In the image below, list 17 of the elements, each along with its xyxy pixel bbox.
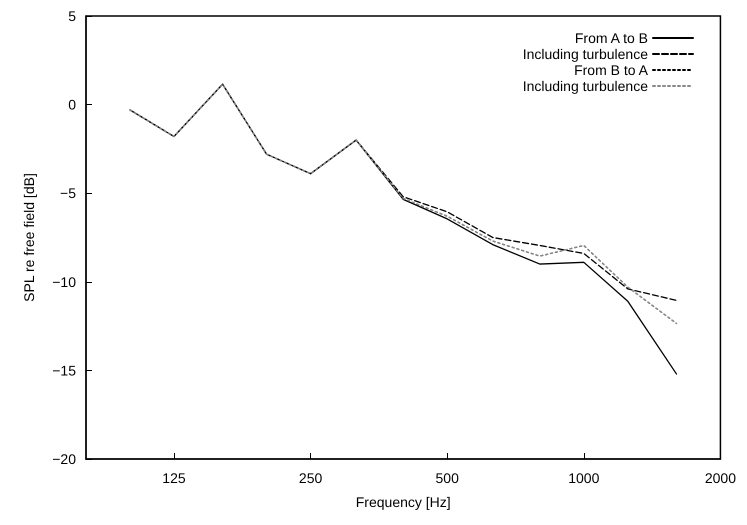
legend-label: From B to A [574, 62, 649, 78]
y-tick-label: −15 [52, 362, 76, 378]
y-tick-label: 5 [68, 8, 76, 24]
x-tick-label: 2000 [704, 470, 736, 486]
x-tick-label: 500 [436, 470, 460, 486]
y-tick-label: −5 [60, 185, 76, 202]
x-axis-title: Frequency [Hz] [356, 494, 451, 510]
y-tick-label: 0 [68, 96, 76, 113]
legend-label: Including turbulence [522, 46, 648, 62]
y-tick-label: −10 [52, 274, 76, 290]
x-tick-label: 1000 [568, 470, 600, 486]
x-tick-label: 250 [298, 470, 322, 486]
x-tick-label: 125 [162, 470, 186, 486]
y-axis-title: SPL re free field [dB] [21, 173, 37, 302]
legend-label: From A to B [574, 30, 648, 46]
y-tick-label: −20 [52, 451, 76, 467]
legend-label: Including turbulence [522, 78, 648, 94]
